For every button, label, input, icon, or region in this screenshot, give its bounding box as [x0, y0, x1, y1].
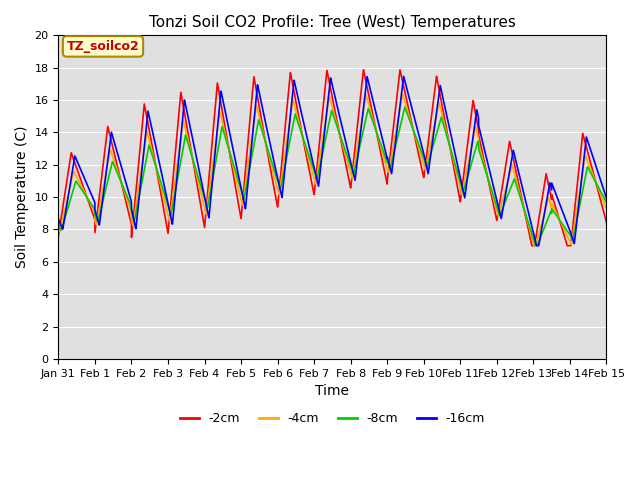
Title: Tonzi Soil CO2 Profile: Tree (West) Temperatures: Tonzi Soil CO2 Profile: Tree (West) Temp…	[149, 15, 516, 30]
Y-axis label: Soil Temperature (C): Soil Temperature (C)	[15, 126, 29, 268]
X-axis label: Time: Time	[316, 384, 349, 398]
Legend: -2cm, -4cm, -8cm, -16cm: -2cm, -4cm, -8cm, -16cm	[175, 407, 490, 430]
Text: TZ_soilco2: TZ_soilco2	[67, 40, 140, 53]
